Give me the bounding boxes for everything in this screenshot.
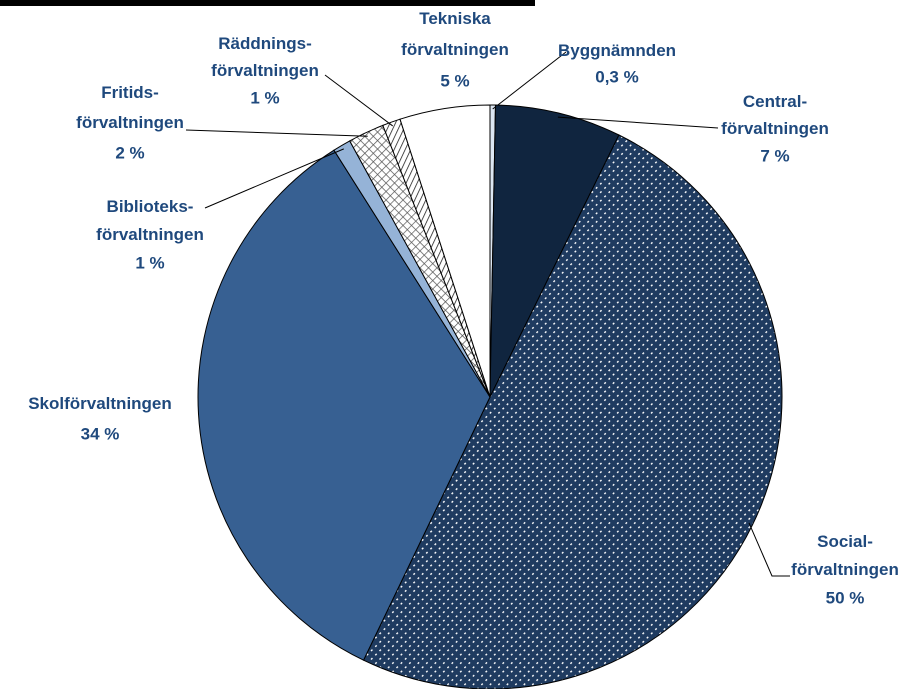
label-line: Räddnings- — [218, 34, 312, 53]
label-line: Skolförvaltningen — [28, 394, 172, 413]
value-label: 34 % — [81, 424, 120, 443]
slice-label: Tekniska förvaltningen — [401, 9, 509, 59]
value-label: 1 % — [250, 88, 279, 107]
label-line: förvaltningen — [791, 560, 899, 579]
label-line: förvaltningen — [76, 113, 184, 132]
label-line: Byggnämnden — [558, 41, 676, 60]
slice-label: Räddnings-förvaltningen — [211, 34, 319, 80]
slice-label: Fritids-förvaltningen — [76, 83, 184, 132]
value-label: 5 % — [440, 71, 469, 90]
slice-label: Skolförvaltningen — [28, 394, 172, 413]
leader-line — [204, 148, 344, 209]
value-label: 7 % — [760, 146, 789, 165]
leader-line — [324, 74, 394, 127]
value-label: 0,3 % — [595, 67, 638, 86]
slice-label: Biblioteks-förvaltningen — [96, 197, 204, 244]
leader-line — [492, 51, 567, 110]
label-line: Biblioteks- — [107, 197, 194, 216]
slice-label: Byggnämnden — [558, 41, 676, 60]
pie-slice — [489, 104, 620, 398]
title-rule — [0, 0, 535, 6]
label-line: förvaltningen — [211, 61, 319, 80]
label-line: Tekniska — [419, 9, 491, 28]
slice-label: Central-förvaltningen — [721, 92, 829, 138]
label-line: förvaltningen — [96, 225, 204, 244]
value-label: 1 % — [135, 253, 164, 272]
pie-slice — [399, 104, 491, 398]
label-line: Social- — [817, 532, 873, 551]
label-line: Central- — [743, 92, 807, 111]
leader-line — [185, 129, 368, 137]
value-label: 2 % — [115, 143, 144, 162]
leader-line — [557, 116, 719, 129]
leader-line — [748, 522, 790, 577]
label-line: förvaltningen — [721, 119, 829, 138]
pie-slice — [197, 149, 491, 661]
label-line: Fritids- — [101, 83, 159, 102]
slice-label: Social-förvaltningen — [791, 532, 899, 579]
label-line: förvaltningen — [401, 40, 509, 59]
value-label: 50 % — [826, 588, 865, 607]
